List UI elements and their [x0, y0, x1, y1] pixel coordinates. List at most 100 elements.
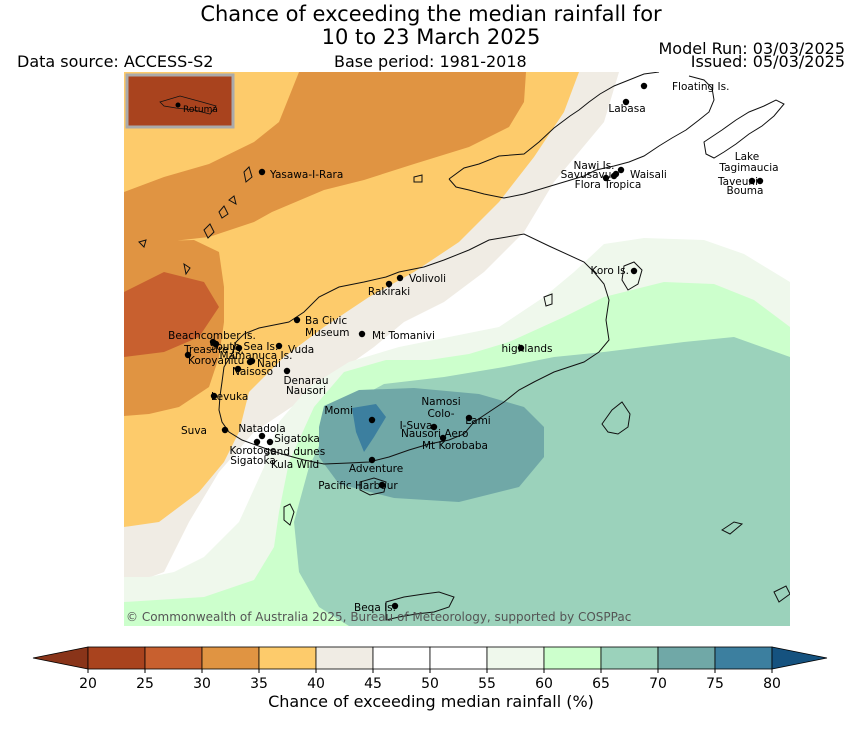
colorbar-segment	[429, 646, 488, 670]
vatulele-coast	[283, 503, 295, 526]
rotuma-label: Rotuma	[183, 105, 218, 115]
place-label-vuda: Vuda	[288, 344, 314, 356]
place-label-nadi: Nadi	[257, 358, 281, 370]
colorbar-segment	[486, 646, 545, 670]
colorbar-tick-label: 35	[250, 676, 268, 692]
data-source-label: Data source: ACCESS-S2	[17, 52, 214, 71]
place-label-natadola: Natadola	[238, 423, 285, 435]
viti-levu-coast	[218, 233, 610, 465]
koro-coast	[621, 261, 643, 291]
kadavu-coast	[385, 591, 455, 621]
colorbar-tick-label: 75	[706, 676, 724, 692]
band-30-35-north	[124, 72, 526, 242]
place-label-momi: Momi	[324, 405, 353, 417]
colorbar-tick-label: 70	[649, 676, 667, 692]
place-label-tagimaucia: Tagimaucia	[718, 162, 778, 174]
place-label-koroyanitu: Koroyanitu	[188, 355, 244, 367]
base-period-label: Base period: 1981-2018	[334, 52, 527, 71]
place-label-flora-tropica: Flora Tropica	[575, 179, 642, 191]
place-marker-mt-tomanivi	[358, 330, 366, 338]
place-label-levuka: Levuka	[211, 391, 248, 403]
place-marker-flora-tropica	[602, 174, 610, 182]
rotuma-inset	[125, 73, 235, 129]
colorbar-segment	[258, 646, 317, 670]
place-label-nausori-aero: Nausori Aero	[401, 428, 468, 440]
place-label-mt-korobaba: Mt Korobaba	[422, 440, 488, 452]
place-marker-nadi	[248, 357, 256, 365]
issued-label: Issued: 05/03/2025	[690, 52, 845, 71]
place-label-treasure-is: Treasure Is.	[183, 344, 244, 356]
place-marker-taveuni	[748, 177, 756, 185]
colorbar-segment	[372, 646, 431, 670]
place-marker-floating-is	[640, 82, 648, 90]
place-marker-naisoso	[234, 365, 242, 373]
place-marker-highlands	[517, 344, 525, 352]
colorbar-tick-label: 25	[136, 676, 154, 692]
rainfall-map: Floating Is. Labasa Yasawa-I-Rara Nawi Is. S…	[124, 72, 790, 626]
place-marker-natadola	[258, 432, 266, 440]
place-label-adventure: Adventure	[349, 463, 403, 475]
place-label-naisoso: Naisoso	[232, 366, 273, 378]
place-label-highlands: highlands	[501, 343, 552, 355]
band-25-30-west	[124, 272, 219, 357]
map-title-line2: 10 to 23 March 2025	[321, 25, 541, 49]
place-label-korotogo: Korotogo	[230, 445, 277, 457]
colorbar-tick-label: 50	[421, 676, 439, 692]
place-marker-momi	[368, 416, 376, 424]
colorbar-tick-label: 45	[364, 676, 382, 692]
place-label-mamanuca-is: Mamanuca Is.	[220, 350, 293, 362]
place-marker-i-suva	[430, 423, 438, 431]
gau-coast	[601, 401, 631, 435]
place-label-nausori: Nausori	[286, 385, 326, 397]
colorbar-segment	[543, 646, 602, 670]
colorbar-tick-label: 40	[307, 676, 325, 692]
colorbar-segment	[315, 646, 374, 670]
place-marker-korotogo	[253, 438, 261, 446]
beqa-coast	[359, 477, 387, 496]
place-label-sigatoka: Sigatoka	[274, 433, 320, 445]
colorbar-segment	[600, 646, 659, 670]
place-marker-volivoli	[396, 274, 404, 282]
colorbar-segment	[714, 646, 773, 670]
yasawa-islets	[138, 166, 553, 307]
place-label-colo: Colo-	[427, 408, 454, 420]
place-marker-vuda	[275, 342, 283, 350]
place-label-rakiraki: Rakiraki	[368, 286, 410, 298]
place-label-beqa-is: Beqa Is.	[354, 602, 396, 614]
place-label-taveuni: Taveuni	[717, 176, 758, 188]
place-marker-suva	[221, 426, 229, 434]
place-label-koro-is: Koro Is.	[590, 265, 629, 277]
band-75-80	[352, 404, 386, 452]
vanua-levu-coast	[448, 72, 715, 199]
colorbar-extend-low	[32, 646, 89, 670]
lau-islands-coast	[721, 521, 790, 603]
colorbar-tick-label: 80	[763, 676, 781, 692]
place-label-kula-wild: Kula Wild	[271, 459, 319, 471]
place-label-suva: Suva	[181, 425, 207, 437]
place-marker-yasawa-i-rara	[258, 168, 266, 176]
colorbar-tick-label: 65	[592, 676, 610, 692]
place-label-i-suva: I-Suva	[400, 420, 433, 432]
place-label-savusavu: Savusavu	[561, 169, 612, 181]
rotuma-marker	[175, 102, 181, 108]
coastlines	[138, 72, 790, 621]
place-label-sand-dunes: sand dunes	[265, 446, 325, 458]
place-label-lami: Lami	[465, 415, 490, 427]
place-label-floating-is: Floating Is.	[672, 81, 729, 93]
place-marker-koro-is	[630, 267, 638, 275]
copyright-notice: © Commonwealth of Australia 2025, Bureau…	[126, 610, 631, 624]
place-marker-levuka	[210, 392, 218, 400]
place-label-ba-civic: Ba Civic	[305, 315, 347, 327]
rotuma-coast	[159, 95, 217, 115]
place-marker-waisali	[612, 170, 620, 178]
colorbar-tick-label: 55	[478, 676, 496, 692]
colorbar-segment	[201, 646, 260, 670]
colorbar-tick-label: 20	[79, 676, 97, 692]
colorbar-title: Chance of exceeding median rainfall (%)	[268, 692, 594, 711]
colorbar-segment	[657, 646, 716, 670]
place-label-denarau: Denarau	[283, 375, 328, 387]
place-marker-mt-korobaba	[439, 434, 447, 442]
place-marker-lami	[465, 414, 473, 422]
